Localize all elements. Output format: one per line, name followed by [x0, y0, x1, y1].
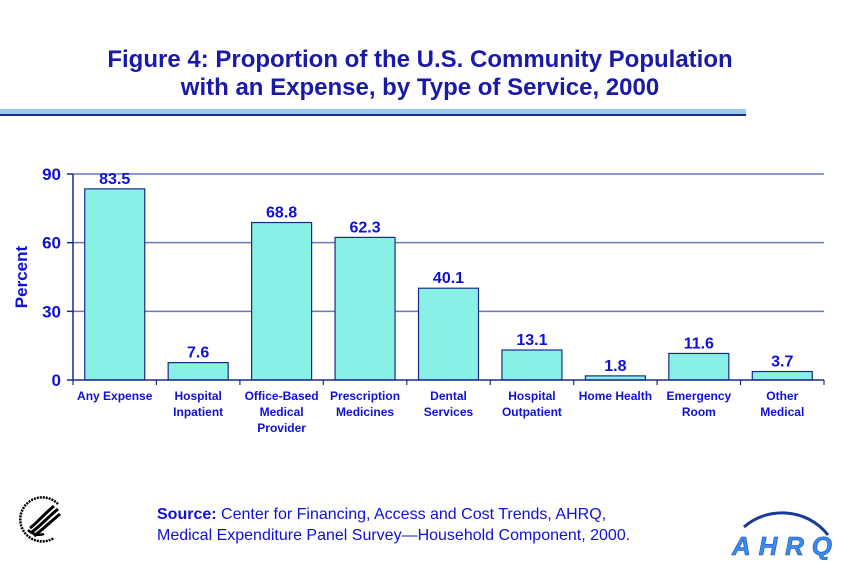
x-tick-label: Medicines — [336, 405, 394, 419]
ahrq-logo-text: AHRQ — [731, 531, 832, 560]
chart-title: Figure 4: Proportion of the U.S. Communi… — [0, 46, 840, 102]
bar — [501, 349, 563, 381]
bar — [417, 287, 480, 381]
bar — [334, 236, 396, 381]
x-tick-label: Services — [424, 405, 474, 419]
x-tick-label: Hospital — [174, 389, 221, 403]
data-label: 13.1 — [516, 332, 547, 349]
x-tick-label: Hospital — [508, 389, 555, 403]
bar — [167, 362, 229, 381]
title-underline-light — [0, 109, 746, 114]
bar — [668, 352, 730, 381]
x-tick-label: Office-Based — [245, 389, 319, 403]
x-tick-label: Medical — [760, 405, 804, 419]
bar — [84, 188, 146, 381]
y-tick-label: 0 — [52, 371, 61, 390]
chart-title-line-1: Figure 4: Proportion of the U.S. Communi… — [107, 46, 733, 73]
x-tick-label: Emergency — [666, 389, 731, 403]
data-label: 11.6 — [684, 335, 714, 352]
x-tick-label: Provider — [257, 421, 306, 435]
x-tick-label: Prescription — [330, 389, 400, 403]
x-tick-label: Home Health — [579, 389, 652, 403]
ahrq-logo-icon: AHRQ — [731, 511, 832, 560]
x-tick-label: Outpatient — [502, 405, 562, 419]
data-label: 3.7 — [771, 354, 793, 371]
x-tick-label: Other — [766, 389, 798, 403]
y-axis-label: Percent — [12, 245, 31, 308]
bar — [251, 221, 313, 381]
data-label: 40.1 — [433, 270, 464, 287]
title-underline-dark — [0, 114, 746, 116]
y-tick-label: 90 — [42, 165, 61, 184]
source-note: Source: Center for Financing, Access and… — [157, 504, 630, 546]
data-label: 1.8 — [604, 358, 626, 375]
x-tick-label: Dental — [430, 389, 467, 403]
x-tick-label: Inpatient — [173, 405, 223, 419]
y-tick-label: 30 — [42, 302, 61, 321]
source-label: Source: — [157, 506, 217, 523]
x-tick-label: Medical — [260, 405, 304, 419]
source-line-1: Center for Financing, Access and Cost Tr… — [216, 506, 607, 523]
bar-chart: 0 30 60 90 Percent 83.5 Any Expense 7.6 Hospital… — [12, 165, 825, 435]
x-tick-label: Room — [682, 405, 716, 419]
x-tick-label: Any Expense — [77, 389, 153, 403]
chart-title-line-2: with an Expense, by Type of Service, 200… — [180, 74, 660, 101]
data-label: 83.5 — [99, 171, 130, 188]
data-label: 62.3 — [349, 219, 380, 236]
bar — [751, 370, 813, 381]
hhs-seal-icon — [19, 496, 61, 543]
data-label: 68.8 — [266, 205, 297, 222]
y-tick-label: 60 — [42, 234, 61, 253]
data-label: 7.6 — [187, 345, 209, 362]
source-line-2: Medical Expenditure Panel Survey—Househo… — [157, 527, 631, 544]
